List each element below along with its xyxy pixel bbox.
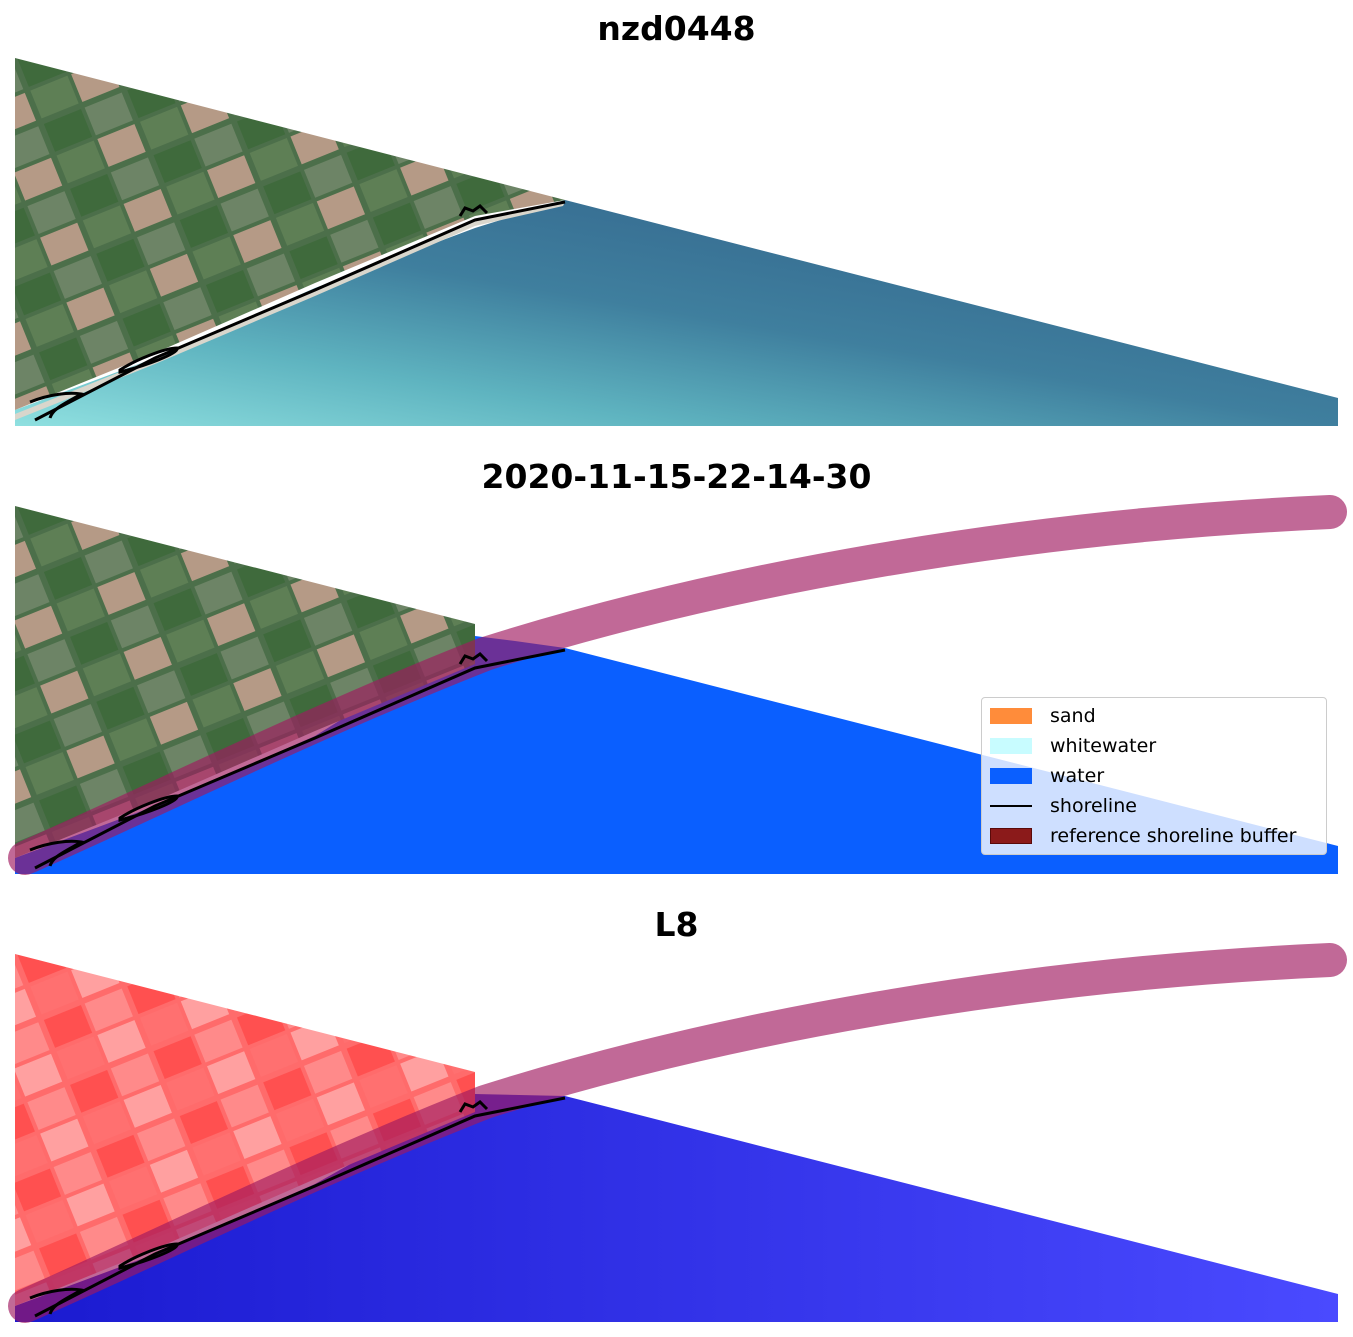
- reference-shoreline-buffer: [8, 495, 1347, 875]
- ocean-area: [15, 200, 1338, 426]
- panel-title-index: L8: [654, 905, 699, 944]
- legend-label: sand: [1050, 705, 1096, 727]
- water-swatch: [990, 768, 1032, 784]
- creek-outline: [458, 1100, 489, 1113]
- estuary-outline: [29, 1287, 86, 1315]
- legend-item-water: water: [990, 764, 1104, 788]
- legend-label: shoreline: [1050, 795, 1137, 817]
- sand-swatch: [990, 708, 1032, 724]
- legend-item-buffer: reference shoreline buffer: [990, 824, 1296, 848]
- index-land-area: [15, 954, 475, 1306]
- shoreline: [34, 1096, 566, 1318]
- panel-title-image: nzd0448: [597, 9, 756, 48]
- lagoon-outline: [118, 346, 179, 374]
- legend-label: water: [1050, 765, 1105, 787]
- index-water-area: [15, 1094, 1338, 1322]
- legend: sand whitewater water shoreline referenc…: [981, 697, 1327, 855]
- legend-item-sand: sand: [990, 704, 1096, 728]
- creek-outline: [458, 652, 489, 665]
- creek-outline: [458, 204, 489, 217]
- estuary-outline: [29, 391, 86, 419]
- legend-item-whitewater: whitewater: [990, 734, 1156, 758]
- legend-label: whitewater: [1050, 735, 1157, 757]
- land-area: [15, 506, 475, 858]
- shoreline: [34, 200, 566, 422]
- legend-item-shoreline: shoreline: [990, 794, 1137, 818]
- panel-title-classification: 2020-11-15-22-14-30: [481, 457, 872, 496]
- estuary-outline: [29, 839, 86, 867]
- whitewater-swatch: [990, 738, 1032, 754]
- lagoon-outline: [118, 1242, 179, 1270]
- index-panel: [8, 943, 1347, 1323]
- satellite-image-panel: [15, 58, 1338, 426]
- legend-label: reference shoreline buffer: [1050, 825, 1297, 847]
- shoreline: [34, 648, 566, 870]
- land-area: [15, 58, 565, 410]
- reference-shoreline-buffer: [8, 943, 1347, 1323]
- buffer-swatch: [990, 828, 1032, 844]
- lagoon-outline: [118, 794, 179, 822]
- shoreline-swatch: [990, 805, 1032, 807]
